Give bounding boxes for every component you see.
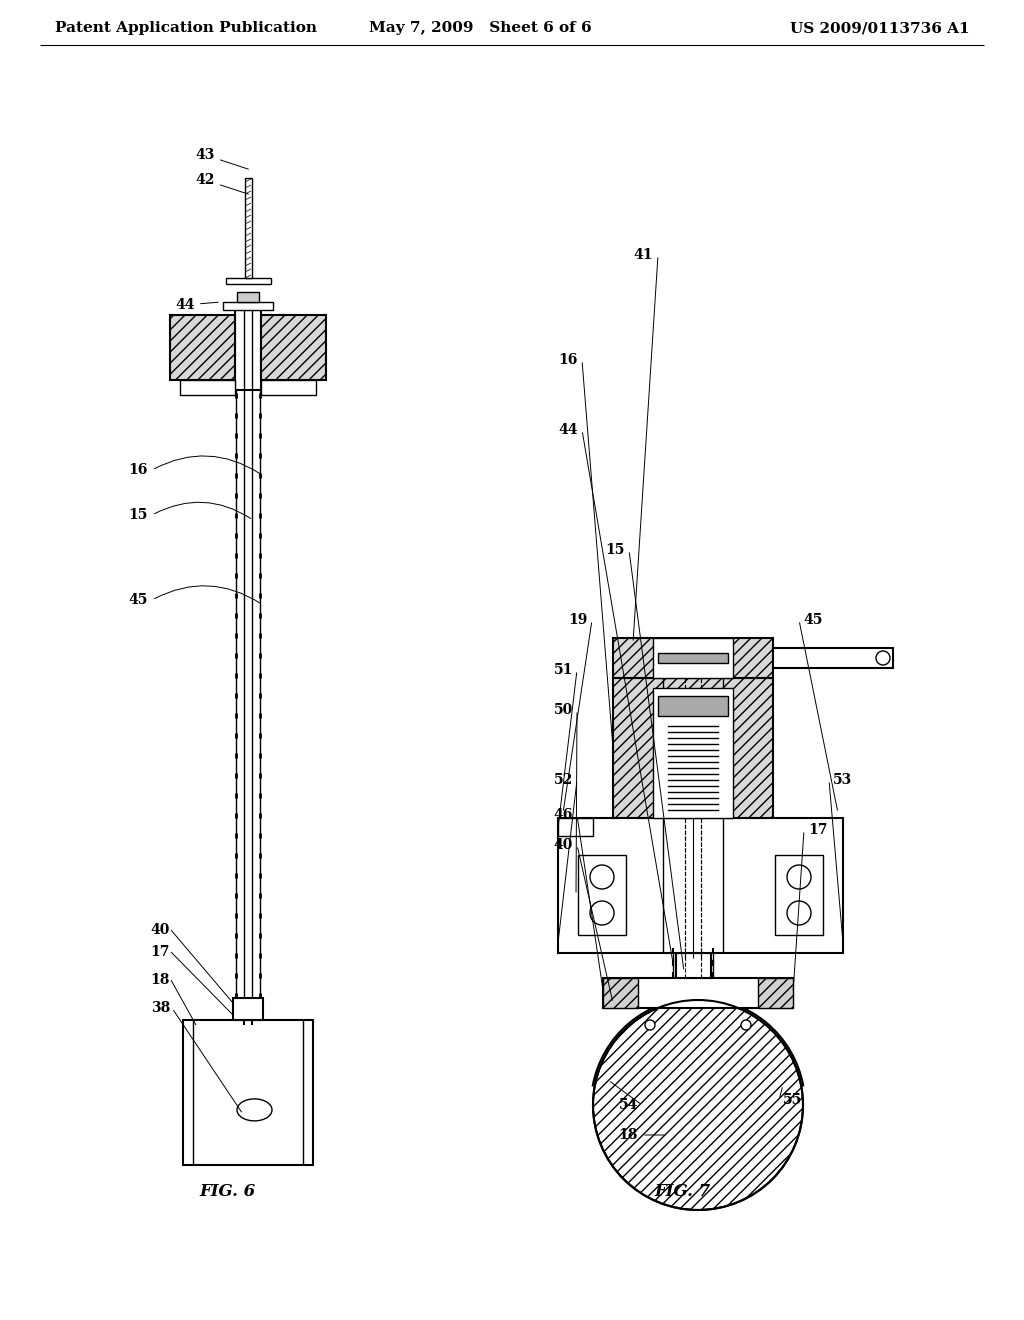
- Text: 40: 40: [151, 923, 170, 937]
- Bar: [223, 302, 273, 310]
- Text: 55: 55: [783, 1093, 802, 1107]
- Bar: [653, 688, 733, 818]
- Text: 17: 17: [808, 822, 827, 837]
- Bar: [261, 315, 326, 380]
- Bar: [558, 818, 843, 953]
- Text: FIG. 7: FIG. 7: [655, 1184, 711, 1200]
- Bar: [603, 978, 638, 1008]
- Text: US 2009/0113736 A1: US 2009/0113736 A1: [791, 21, 970, 36]
- Text: 54: 54: [618, 1098, 638, 1111]
- Ellipse shape: [237, 1098, 272, 1121]
- Text: 43: 43: [196, 148, 249, 169]
- Text: 18: 18: [618, 1129, 638, 1142]
- Bar: [578, 855, 626, 935]
- Bar: [676, 953, 711, 978]
- Bar: [773, 648, 893, 668]
- Circle shape: [787, 865, 811, 888]
- Bar: [658, 653, 728, 663]
- Text: 45: 45: [129, 593, 148, 607]
- Bar: [245, 178, 252, 279]
- Text: 15: 15: [605, 543, 625, 557]
- Text: 44: 44: [558, 422, 578, 437]
- Bar: [170, 315, 234, 380]
- Bar: [758, 978, 793, 1008]
- Text: 40: 40: [554, 838, 573, 851]
- Bar: [775, 855, 823, 935]
- Circle shape: [741, 1020, 751, 1030]
- Bar: [603, 978, 793, 1008]
- Text: FIG. 6: FIG. 6: [200, 1184, 256, 1200]
- Bar: [653, 638, 733, 678]
- Text: 52: 52: [554, 774, 573, 787]
- Circle shape: [645, 1020, 655, 1030]
- Text: 16: 16: [559, 352, 578, 367]
- Bar: [658, 696, 728, 715]
- Text: 18: 18: [151, 973, 170, 987]
- Bar: [613, 638, 773, 678]
- Bar: [180, 380, 234, 395]
- Text: 45: 45: [803, 612, 822, 627]
- Bar: [237, 292, 259, 302]
- Circle shape: [787, 902, 811, 925]
- Text: 15: 15: [129, 508, 148, 521]
- Circle shape: [590, 902, 614, 925]
- Text: 19: 19: [568, 612, 588, 627]
- Text: May 7, 2009   Sheet 6 of 6: May 7, 2009 Sheet 6 of 6: [369, 21, 591, 36]
- Text: 53: 53: [833, 774, 852, 787]
- Bar: [261, 380, 316, 395]
- Bar: [226, 279, 271, 284]
- Circle shape: [593, 1001, 803, 1210]
- Text: 42: 42: [196, 173, 249, 194]
- Circle shape: [590, 865, 614, 888]
- Bar: [233, 998, 263, 1020]
- Text: 38: 38: [151, 1001, 170, 1015]
- Bar: [613, 678, 773, 818]
- Circle shape: [876, 651, 890, 665]
- Text: 41: 41: [634, 248, 653, 261]
- Text: 16: 16: [129, 463, 148, 477]
- Text: 51: 51: [554, 663, 573, 677]
- Text: 17: 17: [151, 945, 170, 960]
- Bar: [558, 818, 593, 836]
- Bar: [183, 1020, 313, 1166]
- Text: 44: 44: [175, 298, 218, 312]
- Text: Patent Application Publication: Patent Application Publication: [55, 21, 317, 36]
- Bar: [234, 310, 261, 389]
- Text: 50: 50: [554, 704, 573, 717]
- Text: 46: 46: [554, 808, 573, 822]
